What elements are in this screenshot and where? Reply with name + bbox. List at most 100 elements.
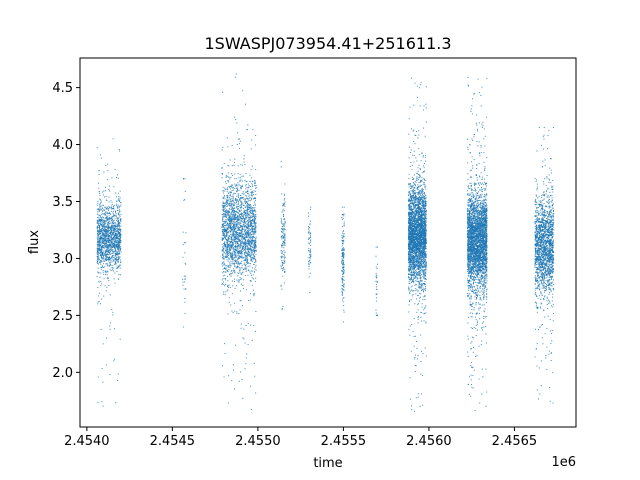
data-point (251, 270, 253, 272)
data-point (232, 187, 234, 189)
data-point (116, 209, 118, 211)
data-point (119, 209, 121, 211)
data-point (226, 247, 228, 249)
data-point (229, 245, 231, 247)
data-point (230, 221, 232, 223)
data-point (223, 209, 225, 211)
data-point (244, 258, 246, 260)
data-point (112, 244, 114, 246)
data-point (237, 216, 239, 218)
data-point (252, 249, 254, 251)
data-point (225, 227, 227, 229)
data-point (247, 251, 249, 253)
data-point (222, 229, 224, 231)
data-point (109, 249, 111, 251)
data-point (103, 223, 105, 225)
data-point (226, 246, 228, 248)
data-point (113, 229, 115, 231)
data-point (111, 207, 113, 209)
data-point (113, 235, 115, 237)
data-point (235, 119, 237, 121)
data-point (229, 224, 231, 226)
data-point (232, 223, 234, 225)
data-point (254, 215, 256, 217)
data-point (417, 174, 419, 176)
data-point (235, 214, 237, 216)
data-point (112, 243, 114, 245)
data-point (107, 163, 109, 165)
data-point (254, 182, 256, 184)
data-point (119, 251, 121, 253)
data-point (99, 255, 101, 257)
data-point (108, 205, 110, 207)
data-point (231, 208, 233, 210)
data-point (119, 197, 121, 199)
data-point (227, 223, 229, 225)
data-point (237, 266, 239, 268)
data-point (104, 233, 106, 235)
data-point (234, 238, 236, 240)
data-point (409, 256, 411, 258)
data-point (110, 228, 112, 230)
data-point (250, 408, 252, 410)
data-point (237, 245, 239, 247)
data-point (253, 362, 255, 364)
data-point (222, 210, 224, 212)
data-point (248, 269, 250, 271)
data-point (239, 262, 241, 264)
data-point (241, 257, 243, 259)
data-point (104, 224, 106, 226)
data-point (236, 215, 238, 217)
data-point (254, 203, 256, 205)
data-point (240, 197, 242, 199)
data-point (97, 235, 99, 237)
data-point (115, 239, 117, 241)
data-point (109, 233, 111, 235)
data-point (224, 352, 226, 354)
data-point (283, 241, 285, 243)
data-point (239, 253, 241, 255)
data-point (237, 219, 239, 221)
data-point (252, 220, 254, 222)
data-point (309, 261, 311, 263)
data-point (342, 301, 344, 303)
data-point (101, 248, 103, 250)
data-point (238, 209, 240, 211)
data-point (105, 259, 107, 261)
data-point (238, 281, 240, 283)
data-point (417, 233, 419, 235)
data-point (250, 232, 252, 234)
data-point (282, 205, 284, 207)
data-point (247, 231, 249, 233)
data-point (254, 197, 256, 199)
data-point (98, 240, 100, 242)
data-point (234, 173, 236, 175)
data-point (240, 232, 242, 234)
data-point (115, 259, 117, 261)
data-point (254, 217, 256, 219)
data-point (98, 245, 100, 247)
data-point (233, 164, 235, 166)
data-point (341, 279, 343, 281)
data-point (222, 238, 224, 240)
data-point (229, 219, 231, 221)
data-point (228, 220, 230, 222)
data-point (117, 245, 119, 247)
data-point (236, 220, 238, 222)
data-point (240, 222, 242, 224)
data-point (225, 175, 227, 177)
data-point (342, 217, 344, 219)
data-point (226, 252, 228, 254)
data-point (228, 237, 230, 239)
data-point (240, 206, 242, 208)
data-point (341, 260, 343, 262)
data-point (222, 226, 224, 228)
data-point (235, 198, 237, 200)
data-point (116, 234, 118, 235)
data-point (229, 199, 231, 201)
data-point (412, 193, 414, 195)
data-point (106, 250, 108, 252)
data-point (109, 257, 111, 259)
data-point (410, 215, 412, 217)
data-point (99, 241, 101, 243)
